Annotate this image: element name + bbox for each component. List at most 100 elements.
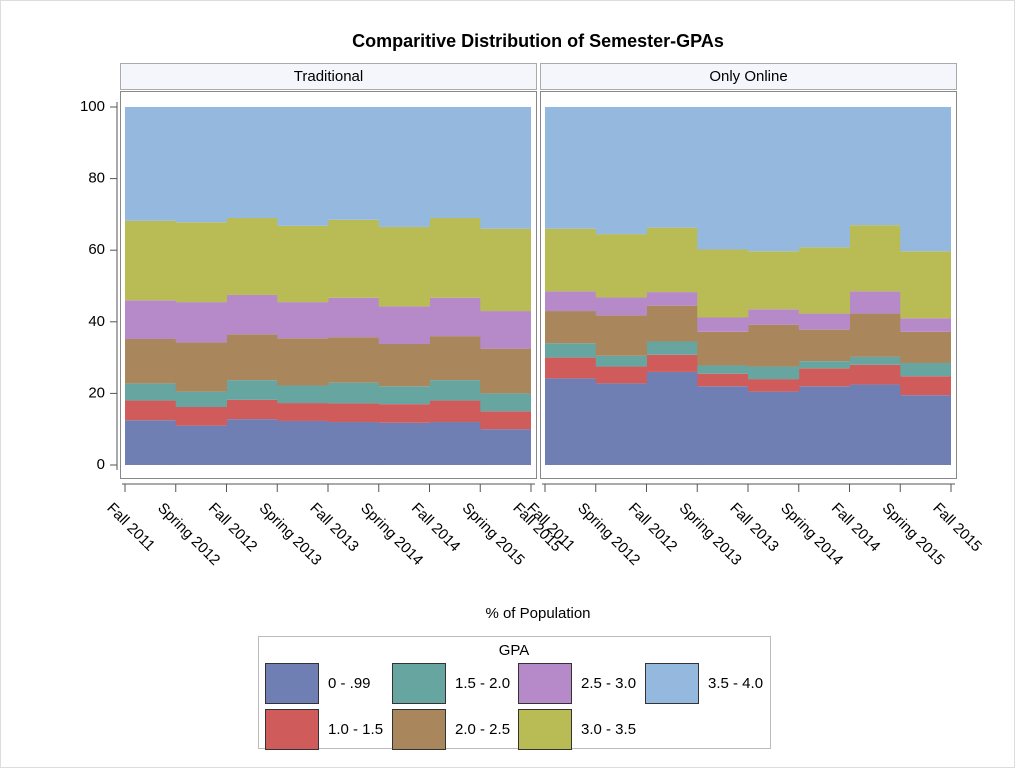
panel-frame xyxy=(120,91,537,479)
area-segment xyxy=(429,380,481,401)
area-segment xyxy=(378,107,430,227)
area-segment xyxy=(849,364,901,385)
area-segment xyxy=(748,391,800,465)
area-segment xyxy=(226,107,278,218)
area-segment xyxy=(529,228,531,312)
area-segment xyxy=(545,291,597,312)
area-segment xyxy=(429,217,481,298)
legend-label: 0 - .99 xyxy=(328,675,371,692)
area-segment xyxy=(545,107,597,229)
area-segment xyxy=(277,385,329,404)
area-segment xyxy=(949,395,951,465)
area-segment xyxy=(646,305,698,342)
area-segment xyxy=(277,225,329,303)
area-segment xyxy=(697,365,749,374)
area-segment xyxy=(125,338,177,384)
area-segment xyxy=(849,313,901,357)
legend-swatch xyxy=(392,663,446,704)
area-segment xyxy=(748,379,800,392)
area-segment xyxy=(226,419,278,465)
legend-label: 1.0 - 1.5 xyxy=(328,721,383,738)
area-segment xyxy=(328,219,380,298)
area-segment xyxy=(595,234,647,298)
area-segment xyxy=(328,107,380,220)
area-segment xyxy=(798,247,850,314)
panel-frame xyxy=(540,91,957,479)
area-segment xyxy=(798,361,850,369)
area-segment xyxy=(798,107,850,248)
legend-swatch xyxy=(518,709,572,750)
area-segment xyxy=(748,324,800,367)
area-segment xyxy=(125,420,177,465)
area-segment xyxy=(798,329,850,362)
area-segment xyxy=(480,411,531,430)
area-segment xyxy=(125,107,177,221)
area-segment xyxy=(595,297,647,316)
area-segment xyxy=(949,107,951,252)
area-segment xyxy=(175,407,227,426)
area-segment xyxy=(900,376,951,396)
y-tick-label: 100 xyxy=(80,98,105,115)
legend-swatch xyxy=(518,663,572,704)
legend-swatch xyxy=(265,663,319,704)
area-segment xyxy=(277,302,329,339)
area-segment xyxy=(595,366,647,384)
area-segment xyxy=(175,425,227,465)
area-segment xyxy=(226,294,278,335)
area-segment xyxy=(328,422,380,465)
area-segment xyxy=(175,222,227,303)
area-segment xyxy=(175,391,227,408)
area-segment xyxy=(949,318,951,332)
area-segment xyxy=(748,309,800,325)
area-segment xyxy=(277,107,329,226)
area-segment xyxy=(529,429,531,465)
panel-title: Only Online xyxy=(709,68,787,85)
legend-label: 2.0 - 2.5 xyxy=(455,721,510,738)
legend-title: GPA xyxy=(499,642,530,659)
area-segment xyxy=(175,342,227,392)
area-segment xyxy=(480,311,531,349)
panel-header xyxy=(540,63,957,90)
legend-swatch xyxy=(392,709,446,750)
area-segment xyxy=(949,331,951,363)
area-segment xyxy=(378,422,430,465)
area-segment xyxy=(748,366,800,380)
area-segment xyxy=(595,355,647,367)
area-segment xyxy=(328,403,380,423)
area-segment xyxy=(429,336,481,381)
area-segment xyxy=(595,315,647,356)
legend-label: 2.5 - 3.0 xyxy=(581,675,636,692)
area-segment xyxy=(697,107,749,250)
legend-label: 1.5 - 2.0 xyxy=(455,675,510,692)
legend-label: 3.5 - 4.0 xyxy=(708,675,763,692)
area-segment xyxy=(900,107,951,252)
area-segment xyxy=(125,400,177,421)
area-segment xyxy=(328,337,380,383)
y-tick-label: 0 xyxy=(97,456,105,473)
area-segment xyxy=(646,107,698,228)
area-segment xyxy=(849,356,901,365)
area-segment xyxy=(545,343,597,358)
area-segment xyxy=(480,228,531,312)
legend-swatch xyxy=(265,709,319,750)
area-segment xyxy=(900,331,951,363)
area-segment xyxy=(529,348,531,394)
area-segment xyxy=(429,107,481,218)
area-segment xyxy=(378,226,430,307)
area-segment xyxy=(849,225,901,292)
area-segment xyxy=(697,249,749,318)
area-segment xyxy=(277,403,329,421)
chart-title: Comparitive Distribution of Semester-GPA… xyxy=(352,31,724,51)
area-segment xyxy=(646,354,698,372)
panel-title: Traditional xyxy=(294,68,363,85)
area-segment xyxy=(900,318,951,332)
legend-swatch xyxy=(645,663,699,704)
x-axis-label: % of Population xyxy=(485,605,590,622)
area-segment xyxy=(697,386,749,465)
area-segment xyxy=(328,297,380,338)
area-segment xyxy=(646,371,698,465)
area-segment xyxy=(849,107,901,226)
area-segment xyxy=(480,393,531,412)
area-segment xyxy=(545,311,597,344)
